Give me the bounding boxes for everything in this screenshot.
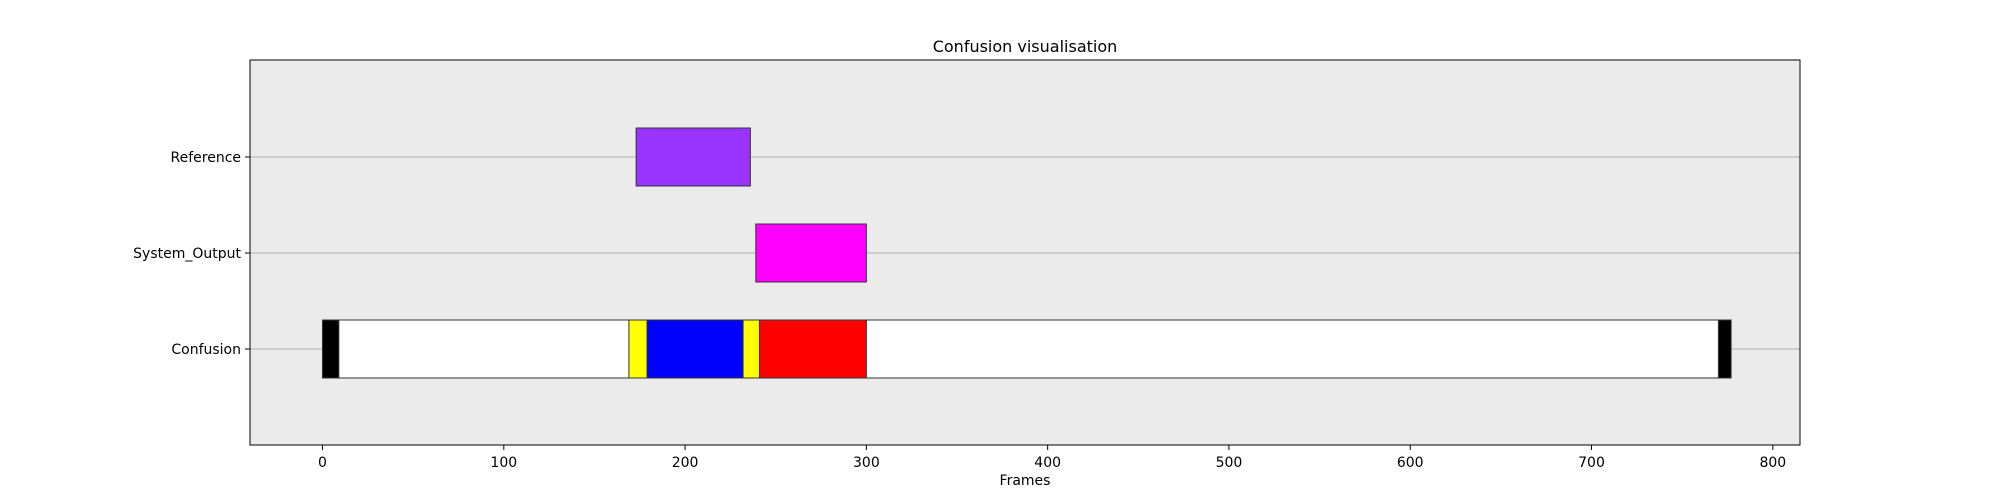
y-tick-label: Reference (171, 150, 242, 166)
chart-title: Confusion visualisation (933, 37, 1118, 56)
x-tick-label: 200 (672, 455, 699, 471)
segment-confusion-5 (759, 320, 867, 378)
x-tick-label: 0 (318, 455, 327, 471)
x-axis: 0 100 200 300 400 500 600 700 800 (318, 445, 1786, 471)
segment-confusion-6 (866, 320, 1719, 378)
x-tick-label: 400 (1034, 455, 1061, 471)
row-outline-confusion (322, 319, 1732, 379)
segment-confusion-4 (743, 320, 760, 378)
segment-reference-0 (636, 128, 751, 186)
segment-confusion-1 (338, 320, 629, 378)
segment-system-output-0 (755, 224, 867, 282)
x-tick-label: 100 (490, 455, 517, 471)
segment-confusion-3 (647, 320, 744, 378)
segment-confusion-0 (322, 320, 339, 378)
x-tick-label: 600 (1397, 455, 1424, 471)
x-axis-label: Frames (1000, 473, 1051, 489)
timeline-bars (322, 127, 1732, 379)
row-outline-system-output (755, 223, 867, 283)
y-tick-label: Confusion (171, 342, 241, 358)
y-axis: Reference System_Output Confusion (133, 150, 250, 358)
y-tick-label: System_Output (133, 246, 241, 262)
x-tick-label: 500 (1216, 455, 1243, 471)
row-outline-reference (635, 127, 751, 187)
segment-confusion-2 (628, 320, 648, 378)
x-tick-label: 800 (1759, 455, 1786, 471)
x-tick-label: 700 (1578, 455, 1605, 471)
segment-confusion-7 (1718, 320, 1732, 378)
x-tick-label: 300 (853, 455, 880, 471)
